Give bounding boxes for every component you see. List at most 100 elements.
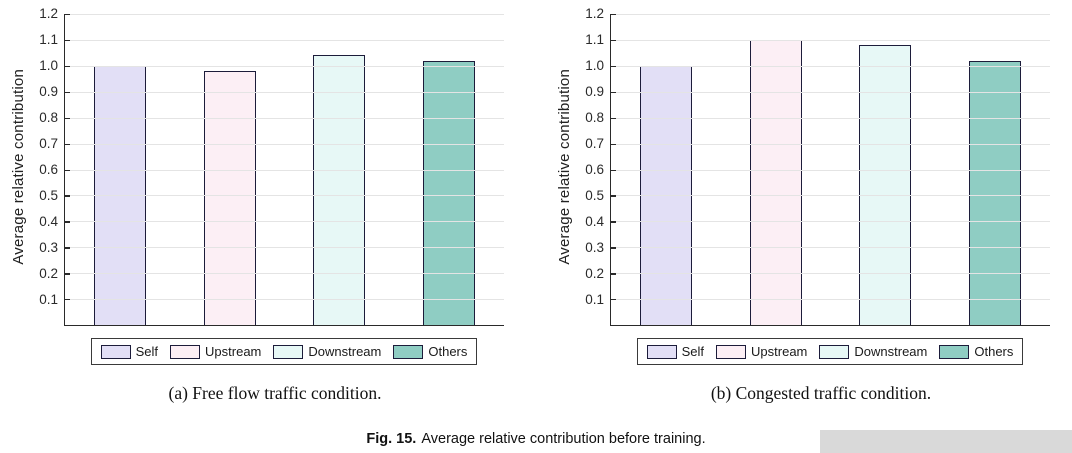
legend-item-self: Self xyxy=(646,344,705,359)
y-axis-label-box: Average relative contribution xyxy=(6,8,30,326)
gridline xyxy=(611,39,1050,42)
gridline xyxy=(611,65,1050,68)
legend-label: Downstream xyxy=(308,344,382,359)
gridline xyxy=(65,221,504,223)
y-tick-label: 0.1 xyxy=(39,292,58,308)
legend-swatch xyxy=(393,344,424,359)
y-tick-label: 0.1 xyxy=(585,292,604,308)
chart-panel-a: Average relative contribution 0.1 0.2 0.3 0… xyxy=(6,6,504,404)
legend-swatch xyxy=(170,344,201,359)
gridline xyxy=(611,273,1050,275)
y-axis-label: Average relative contribution xyxy=(555,69,573,265)
legend-label: Self xyxy=(681,344,705,359)
legend-item-others: Others xyxy=(393,344,467,359)
legend-item-upstream: Upstream xyxy=(716,344,807,359)
y-tick-label: 1.1 xyxy=(585,32,604,47)
gridline xyxy=(611,221,1050,223)
legend-label: Downstream xyxy=(854,344,928,359)
bars xyxy=(65,14,504,325)
gridline xyxy=(611,247,1050,249)
gridline xyxy=(65,65,504,68)
gridline xyxy=(65,143,504,145)
legend-item-downstream: Downstream xyxy=(273,344,381,359)
y-tick-label: 0.8 xyxy=(39,110,58,126)
legend: Self Upstream Downstream Others xyxy=(636,338,1024,365)
y-tick-label: 0.9 xyxy=(39,84,58,99)
y-axis-label: Average relative contribution xyxy=(9,69,27,265)
y-tick-label: 0.9 xyxy=(585,84,604,99)
y-tick-label: 0.4 xyxy=(585,214,604,230)
figure-caption: Fig. 15. Average relative contribution be… xyxy=(0,431,1072,447)
gridline xyxy=(611,169,1050,171)
gridline xyxy=(65,247,504,249)
legend-swatch xyxy=(273,344,304,359)
y-tick-label: 1.0 xyxy=(39,58,58,73)
legend-label: Upstream xyxy=(751,344,808,359)
chart-panel-b: Average relative contribution 0.1 0.2 0.3 0… xyxy=(552,6,1050,404)
y-tick-label: 1.2 xyxy=(39,6,58,21)
gridline xyxy=(611,117,1050,120)
subcaption-a: (a) Free flow traffic condition. xyxy=(168,383,382,403)
gridline xyxy=(65,273,504,275)
legend: Self Upstream Downstream Others xyxy=(90,338,478,365)
plot-area xyxy=(64,14,504,326)
chart-body: Average relative contribution 0.1 0.2 0.3 0… xyxy=(552,6,1050,326)
y-axis-label-box: Average relative contribution xyxy=(552,8,576,326)
y-tick-labels: 0.1 0.2 0.3 0.4 0.5 0.6 0.7 0.8 0.9 1.0 1.1 1.2 xyxy=(576,6,610,326)
bar-downstream xyxy=(859,45,912,325)
y-tick-labels: 0.1 0.2 0.3 0.4 0.5 0.6 0.7 0.8 0.9 1.0 1.1 1.2 xyxy=(30,6,64,326)
chart-body: Average relative contribution 0.1 0.2 0.3 0… xyxy=(6,6,504,326)
bar-upstream xyxy=(749,39,802,325)
y-tick-label: 1.2 xyxy=(585,6,604,21)
figure-caption-prefix: Fig. 15. xyxy=(366,431,417,447)
figure-caption-text: Average relative contribution before tra… xyxy=(421,431,706,447)
y-tick-label: 0.2 xyxy=(39,266,58,282)
legend-item-downstream: Downstream xyxy=(819,344,927,359)
legend-row: Self Upstream Downstream Others xyxy=(552,338,1050,365)
legend-swatch xyxy=(100,344,131,359)
gridline xyxy=(65,39,504,42)
legend-label: Self xyxy=(135,344,159,359)
legend-swatch xyxy=(646,344,677,359)
y-tick-label: 1.0 xyxy=(585,58,604,73)
legend-swatch xyxy=(939,344,970,359)
watermark-strip xyxy=(820,430,1072,453)
gridline xyxy=(65,169,504,171)
y-tick-label: 0.7 xyxy=(585,136,604,151)
legend-item-self: Self xyxy=(100,344,159,359)
y-tick-label: 0.3 xyxy=(585,240,604,255)
y-tick-label: 0.7 xyxy=(39,136,58,151)
gridline xyxy=(611,143,1050,145)
bar-upstream xyxy=(203,71,256,325)
y-tick-label: 0.2 xyxy=(585,266,604,282)
y-tick-label: 0.8 xyxy=(585,110,604,126)
gridline xyxy=(611,195,1050,197)
legend-swatch xyxy=(716,344,747,359)
y-tick-label: 0.3 xyxy=(39,240,58,255)
y-tick-label: 0.6 xyxy=(39,162,58,177)
gridline xyxy=(611,14,1050,16)
legend-item-upstream: Upstream xyxy=(170,344,261,359)
gridline xyxy=(65,117,504,120)
legend-item-others: Others xyxy=(939,344,1013,359)
gridline xyxy=(611,91,1050,94)
bar-others xyxy=(423,60,476,325)
gridline xyxy=(65,14,504,16)
y-tick-label: 0.6 xyxy=(585,162,604,177)
legend-label: Others xyxy=(974,344,1014,359)
legend-row: Self Upstream Downstream Others xyxy=(6,338,504,365)
plot-area xyxy=(610,14,1050,326)
charts-row: Average relative contribution 0.1 0.2 0.3 0… xyxy=(6,6,1050,404)
y-tick-label: 0.5 xyxy=(585,188,604,203)
gridline xyxy=(65,91,504,94)
bar-downstream xyxy=(313,55,366,325)
legend-swatch xyxy=(819,344,850,359)
gridline xyxy=(611,299,1050,301)
legend-label: Upstream xyxy=(205,344,262,359)
y-tick-label: 1.1 xyxy=(39,32,58,47)
subcaption-b: (b) Congested traffic condition. xyxy=(710,383,932,403)
bar-others xyxy=(969,60,1022,325)
y-tick-label: 0.5 xyxy=(39,188,58,203)
y-tick-label: 0.4 xyxy=(39,214,58,230)
